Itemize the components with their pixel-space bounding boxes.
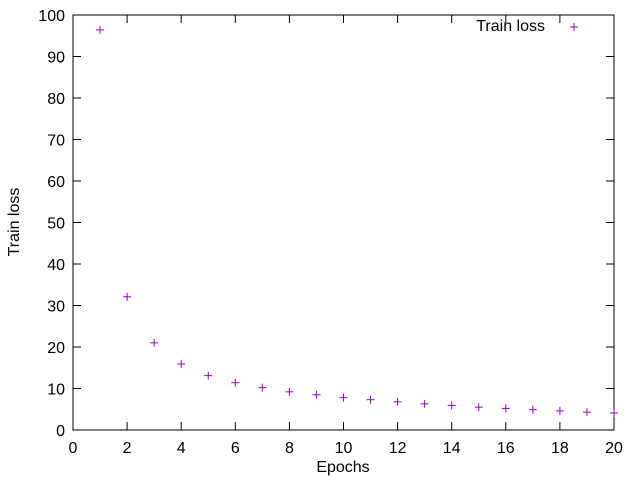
data-point — [177, 360, 186, 369]
y-tick-label: 70 — [47, 133, 65, 150]
x-tick-label: 18 — [551, 440, 569, 457]
legend-label: Train loss — [476, 18, 545, 35]
x-tick-label: 6 — [231, 440, 240, 457]
y-tick-label: 40 — [47, 257, 65, 274]
x-tick-label: 12 — [389, 440, 407, 457]
legend-marker-symbol — [570, 23, 578, 31]
data-point — [366, 395, 375, 404]
x-tick-label: 16 — [497, 440, 515, 457]
y-tick-label: 30 — [47, 299, 65, 316]
data-point — [123, 292, 132, 301]
x-tick-label: 4 — [177, 440, 186, 457]
data-point — [204, 371, 213, 380]
x-tick-label: 10 — [335, 440, 353, 457]
y-tick-label: 0 — [56, 423, 65, 440]
data-point — [285, 387, 294, 396]
data-point — [150, 338, 159, 347]
x-tick-label: 0 — [69, 440, 78, 457]
axis-tick-labels: 0 2 4 6 8 10 12 14 16 18 20 0 10 20 30 40 50 60 70 80 90 100 — [38, 8, 623, 457]
data-point — [582, 408, 591, 417]
x-tick-label: 2 — [123, 440, 132, 457]
y-tick-label: 80 — [47, 91, 65, 108]
y-tick-label: 20 — [47, 340, 65, 357]
y-tick-label: 60 — [47, 174, 65, 191]
data-point — [420, 399, 429, 408]
x-tick-label: 14 — [443, 440, 461, 457]
data-point — [501, 404, 510, 413]
data-point — [312, 390, 321, 399]
data-point — [258, 383, 267, 392]
x-tick-label: 20 — [605, 440, 623, 457]
y-tick-label: 90 — [47, 50, 65, 67]
x-tick-label: 8 — [285, 440, 294, 457]
data-point — [339, 393, 348, 402]
legend-marker — [570, 23, 578, 31]
y-axis-label: Train loss — [6, 188, 23, 257]
y-tick-label: 100 — [38, 8, 65, 25]
data-points — [96, 25, 618, 417]
y-tick-label: 50 — [47, 216, 65, 233]
data-point — [474, 403, 483, 412]
x-axis-label: Epochs — [316, 459, 369, 476]
data-point — [447, 401, 456, 410]
data-point — [555, 406, 564, 415]
data-point — [610, 408, 618, 417]
data-point — [393, 397, 402, 406]
data-point — [528, 405, 537, 414]
axis-ticks — [72, 14, 615, 431]
y-tick-label: 10 — [47, 382, 65, 399]
data-point — [231, 378, 240, 387]
legend: Train loss — [476, 18, 578, 35]
plot-frame — [72, 14, 615, 431]
data-point — [96, 25, 105, 34]
